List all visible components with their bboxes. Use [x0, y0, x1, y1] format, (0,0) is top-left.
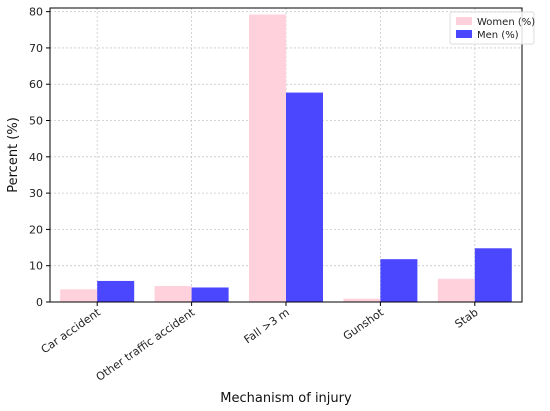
- x-tick-label: Fall >3 m: [242, 306, 292, 347]
- bar: [474, 248, 512, 302]
- y-tick-label: 0: [36, 296, 43, 309]
- legend-swatch: [456, 30, 472, 38]
- y-tick-label: 80: [29, 6, 43, 19]
- bars: [60, 14, 512, 303]
- x-tick-label: Other traffic accident: [94, 305, 198, 383]
- bar: [97, 280, 135, 302]
- legend-swatch: [456, 17, 472, 25]
- y-tick-label: 40: [29, 151, 43, 164]
- bar: [343, 298, 381, 302]
- y-tick-label: 50: [29, 115, 43, 128]
- y-tick-label: 30: [29, 187, 43, 200]
- bar: [286, 92, 323, 302]
- bar: [437, 278, 475, 302]
- legend-label: Women (%): [477, 17, 535, 28]
- legend: Women (%) Men (%): [449, 11, 535, 45]
- x-tick-label: Car accident: [39, 305, 104, 356]
- y-tick-label: 70: [29, 42, 43, 55]
- bar: [249, 14, 286, 303]
- y-tick-label: 60: [29, 78, 43, 91]
- y-axis-ticks: 0 10 20 30 40 50 60 70 80: [29, 6, 50, 309]
- x-tick-label: Gunshot: [341, 305, 387, 343]
- bar: [60, 289, 98, 302]
- y-tick-label: 20: [29, 223, 43, 236]
- y-tick-label: 10: [29, 260, 43, 273]
- x-axis-title: Mechanism of injury: [220, 391, 352, 406]
- bar: [191, 287, 229, 302]
- legend-label: Men (%): [477, 30, 519, 41]
- bar: [380, 259, 418, 302]
- y-axis-title: Percent (%): [6, 117, 21, 193]
- bar: [154, 286, 192, 302]
- x-tick-label: Stab: [453, 306, 481, 331]
